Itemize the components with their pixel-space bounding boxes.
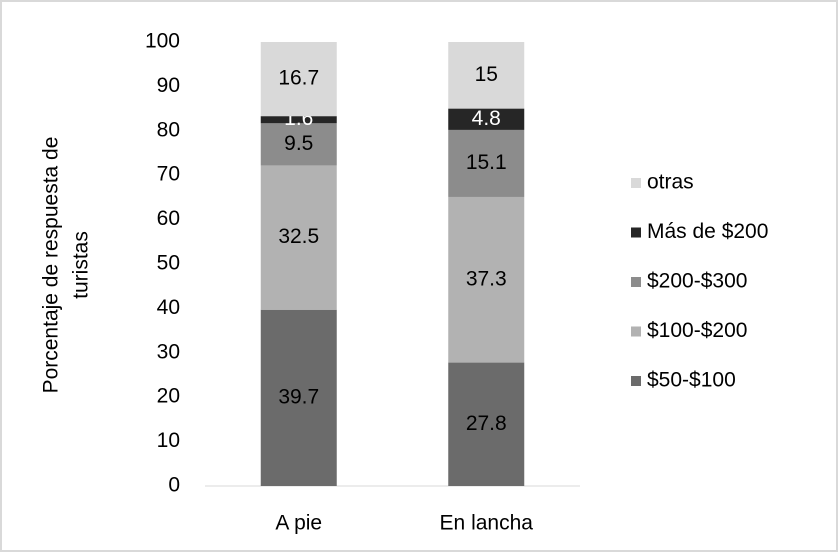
- y-tick-label: 30: [157, 340, 180, 363]
- y-tick-label: 40: [157, 296, 180, 319]
- x-tick-label: A pie: [275, 512, 322, 535]
- data-label: 32.5: [278, 225, 319, 248]
- data-label: 4.8: [472, 107, 501, 130]
- legend-label: $100-$200: [647, 319, 747, 342]
- legend-label: otras: [647, 171, 694, 194]
- data-label: 15.1: [466, 151, 507, 174]
- bar-segment: [260, 116, 337, 124]
- bar-segment: [448, 362, 525, 486]
- legend-label: $200-$300: [647, 270, 747, 293]
- bar-segment: [260, 123, 337, 166]
- y-axis-title-line: turistas: [70, 231, 93, 299]
- legend-swatch: [631, 178, 641, 188]
- y-tick-label: 80: [157, 118, 180, 141]
- data-label: 9.5: [284, 132, 313, 155]
- y-tick-label: 10: [157, 429, 180, 452]
- legend-label: Más de $200: [647, 220, 768, 243]
- bar-segment: [260, 309, 337, 486]
- data-label: 39.7: [278, 385, 319, 408]
- bar-segment: [448, 196, 525, 363]
- legend-swatch: [631, 326, 641, 337]
- y-tick-label: 0: [168, 474, 180, 497]
- legend-label: $50-$100: [647, 369, 736, 392]
- y-tick-label: 60: [157, 207, 180, 230]
- x-tick-label: En lancha: [440, 512, 534, 535]
- legend-swatch: [631, 227, 641, 238]
- y-tick-label: 90: [157, 74, 180, 97]
- data-label: 16.7: [278, 67, 319, 90]
- bar-segment: [448, 108, 525, 130]
- y-tick-label: 70: [157, 163, 180, 186]
- y-tick-label: 100: [145, 30, 180, 53]
- y-tick-label: 20: [157, 385, 180, 408]
- y-axis-title: Porcentaje de respuesta de turistas: [40, 137, 93, 394]
- bar-segment: [448, 129, 525, 197]
- data-label: 37.3: [466, 267, 507, 290]
- bar-segment: [260, 165, 337, 310]
- data-label: 15: [475, 63, 498, 86]
- data-label: 27.8: [466, 412, 507, 435]
- y-tick-label: 50: [157, 252, 180, 275]
- legend-swatch: [631, 376, 641, 386]
- bar-segment: [260, 42, 337, 117]
- bar-segment: [448, 42, 525, 109]
- legend-swatch: [631, 277, 641, 287]
- y-axis-title-line: Porcentaje de respuesta de: [40, 137, 63, 394]
